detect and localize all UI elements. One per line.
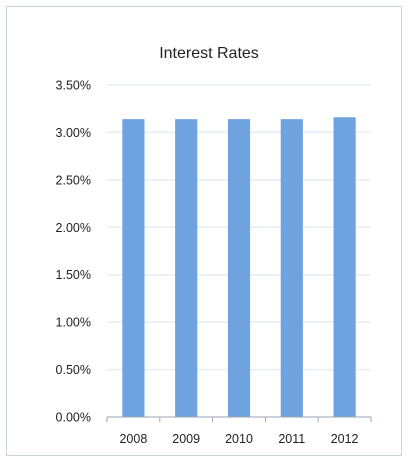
bar-chart: Interest Rates 0.00% 0.50% 1.00% 1.50% 2.00%…: [56, 45, 372, 446]
y-tick-label: 1.50%: [56, 268, 91, 282]
x-tick-label: 2011: [278, 432, 305, 446]
x-tick-label: 2009: [172, 432, 200, 446]
y-tick-label: 3.00%: [56, 126, 91, 140]
y-tick-label: 1.00%: [56, 316, 91, 330]
y-tick-label: 2.00%: [56, 221, 91, 235]
y-tick-labels: 0.00% 0.50% 1.00% 1.50% 2.00% 2.50% 3.00% 3.50%: [56, 79, 91, 425]
x-tick-label: 2012: [331, 432, 359, 446]
chart-frame: Interest Rates 0.00% 0.50% 1.00% 1.50% 2.00%…: [6, 6, 402, 456]
x-tick-label: 2010: [225, 432, 253, 446]
chart-title: Interest Rates: [159, 45, 259, 62]
y-tick-label: 0.00%: [56, 411, 91, 425]
bar-2010: [227, 119, 251, 418]
axes: [106, 416, 372, 422]
y-tick-label: 0.50%: [56, 363, 91, 377]
y-tick-label: 2.50%: [56, 173, 91, 187]
bars: [122, 117, 356, 418]
y-tick-label: 3.50%: [56, 79, 91, 93]
bar-2012: [333, 117, 356, 417]
x-tick-labels: 2008 2009 2010 2011 2012: [119, 432, 358, 446]
bar-2009: [175, 119, 198, 418]
x-tick-label: 2008: [119, 432, 147, 446]
bar-2008: [122, 119, 145, 418]
bar-2011: [280, 119, 303, 418]
